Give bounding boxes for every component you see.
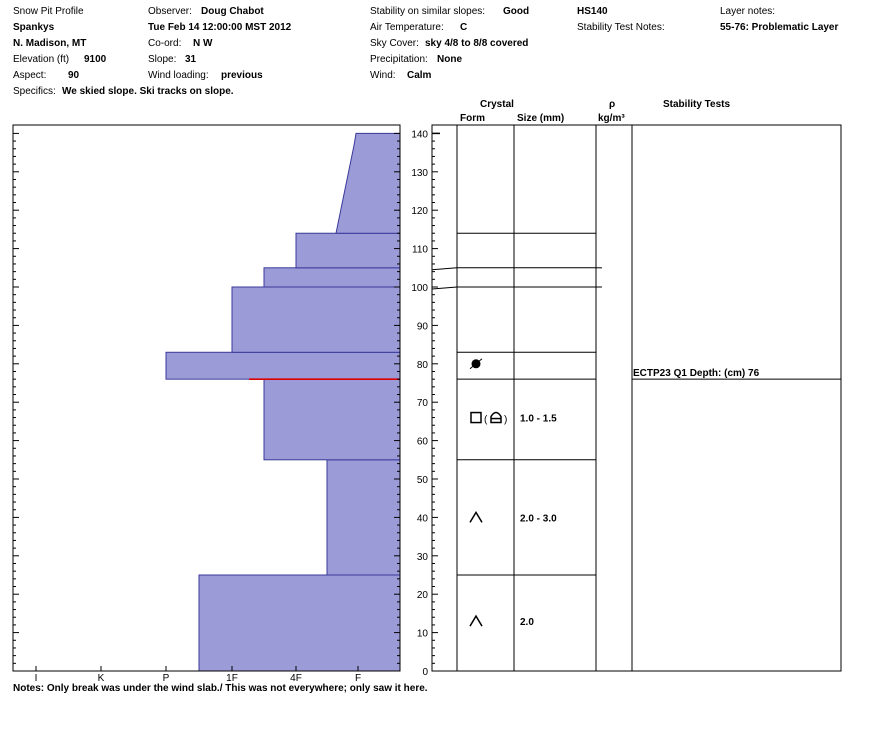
stability-label: Stability on similar slopes: [370, 6, 486, 17]
hardness-layer [198, 574, 401, 672]
y-tick-label: 0 [422, 667, 428, 678]
hardness-layer [295, 232, 401, 269]
elevation-label: Elevation (ft) [13, 54, 70, 65]
hardness-layer [263, 378, 401, 461]
wind-loading-value: previous [221, 70, 263, 81]
paren-open: ( [484, 415, 488, 426]
graupel-icon-stroke [469, 358, 483, 370]
x-tick-label: P [163, 673, 170, 684]
aspect-label: Aspect: [13, 70, 47, 81]
air-temp-value: C [460, 22, 468, 33]
aspect-value: 90 [68, 70, 80, 81]
crystal-header: Crystal [480, 99, 514, 110]
y-tick-label: 80 [417, 360, 429, 371]
wind-label: Wind: [370, 70, 396, 81]
air-temp-label: Air Temperature: [370, 22, 444, 33]
height-axis: 0 10 20 30 40 50 60 70 80 90 100 110 120 130 140 [13, 129, 440, 678]
region-name: N. Madison, MT [13, 38, 87, 49]
wind-loading-label: Wind loading: [148, 70, 209, 81]
chart-frame [12, 124, 842, 672]
x-tick-label: 4F [290, 673, 302, 684]
crystal-size: 1.0 - 1.5 [520, 414, 557, 425]
rho-header: ρ [609, 99, 616, 110]
coord-value: N W [193, 38, 213, 49]
layer-notes-label: Layer notes: [720, 6, 776, 17]
y-tick-label: 90 [417, 321, 429, 332]
paren-close: ) [504, 415, 507, 426]
y-tick-label: 10 [417, 629, 429, 640]
x-tick-label: K [98, 673, 105, 684]
observer-label: Observer: [148, 6, 192, 17]
specifics-value: We skied slope. Ski tracks on slope. [62, 86, 234, 97]
y-tick-label: 130 [411, 168, 428, 179]
slope-label: Slope: [148, 54, 177, 65]
hardness-layers [165, 132, 401, 672]
stability-test-label: ECTP23 Q1 Depth: (cm) 76 [633, 368, 760, 379]
rho-unit-header: kg/m³ [598, 113, 625, 124]
size-header: Size (mm) [517, 113, 565, 124]
hardness-layer [165, 351, 401, 380]
hardness-layer [263, 267, 401, 288]
layer-boundary-connector [431, 286, 458, 290]
y-tick-label: 40 [417, 513, 429, 524]
crystal-size: 2.0 [520, 617, 534, 628]
sky-label: Sky Cover: [370, 38, 419, 49]
stability-tests-column: ECTP23 Q1 Depth: (cm) 76 [632, 368, 841, 380]
hardness-axis: I K P 1F 4F F [35, 666, 361, 684]
crystal-column: () 1.0 - 1.5 2.0 - 3.0 2.0 [469, 358, 557, 628]
hardness-layer [335, 132, 401, 234]
y-tick-label: 20 [417, 590, 429, 601]
notes: Notes: Only break was under the wind sla… [13, 683, 428, 694]
y-tick-label: 110 [412, 245, 428, 256]
hardness-plot-frame [12, 124, 401, 672]
wind-value: Calm [407, 70, 432, 81]
depth-hoar-icon [469, 614, 483, 627]
layer-boundary-connector [431, 267, 458, 271]
profile-title: Snow Pit Profile [13, 6, 84, 17]
date-value: Tue Feb 14 12:00:00 MST 2012 [148, 22, 292, 33]
stability-tests-header: Stability Tests [663, 99, 731, 110]
location-name: Spankys [13, 22, 55, 33]
layer-boundaries [431, 232, 602, 576]
stability-notes-label: Stability Test Notes: [577, 22, 665, 33]
rounding-facet-icon [490, 411, 502, 424]
x-tick-label: I [35, 673, 38, 684]
sky-value: sky 4/8 to 8/8 covered [425, 38, 529, 49]
y-tick-label: 60 [417, 437, 429, 448]
observer-value: Doug Chabot [201, 6, 264, 17]
specifics-label: Specifics: [13, 86, 56, 97]
precip-label: Precipitation: [370, 54, 428, 65]
crystal-size: 2.0 - 3.0 [520, 513, 557, 524]
depth-hoar-icon [469, 510, 483, 523]
y-tick-label: 70 [417, 398, 429, 409]
table-frame [431, 124, 842, 672]
x-tick-label: F [355, 673, 361, 684]
y-tick-label: 30 [417, 552, 429, 563]
facet-icon [470, 411, 482, 424]
hardness-layer [326, 459, 401, 576]
y-tick-label: 100 [411, 283, 428, 294]
x-tick-label: 1F [226, 673, 238, 684]
precip-value: None [437, 54, 462, 65]
layer-notes-value: 55-76: Problematic Layer [720, 22, 839, 33]
hardness-layer [231, 286, 401, 353]
y-tick-label: 120 [411, 206, 428, 217]
coord-label: Co-ord: [148, 38, 182, 49]
y-tick-label: 140 [411, 129, 428, 140]
stability-value: Good [503, 6, 530, 17]
hs-value: HS140 [577, 6, 608, 17]
y-tick-label: 50 [417, 475, 429, 486]
form-header: Form [460, 113, 485, 124]
slope-value: 31 [185, 54, 197, 65]
elevation-value: 9100 [84, 54, 107, 65]
